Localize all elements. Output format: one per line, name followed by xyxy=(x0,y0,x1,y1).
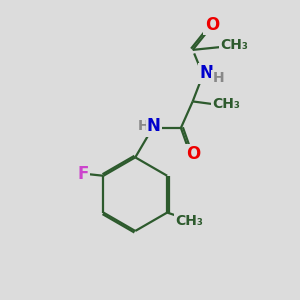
Text: CH₃: CH₃ xyxy=(175,214,203,228)
Text: CH₃: CH₃ xyxy=(220,38,248,52)
Text: N: N xyxy=(147,117,161,135)
Text: F: F xyxy=(77,165,88,183)
Text: H: H xyxy=(212,71,224,85)
Text: O: O xyxy=(186,146,200,164)
Text: O: O xyxy=(205,16,219,34)
Text: N: N xyxy=(199,64,213,82)
Text: CH₃: CH₃ xyxy=(212,98,240,111)
Text: H: H xyxy=(137,118,149,133)
